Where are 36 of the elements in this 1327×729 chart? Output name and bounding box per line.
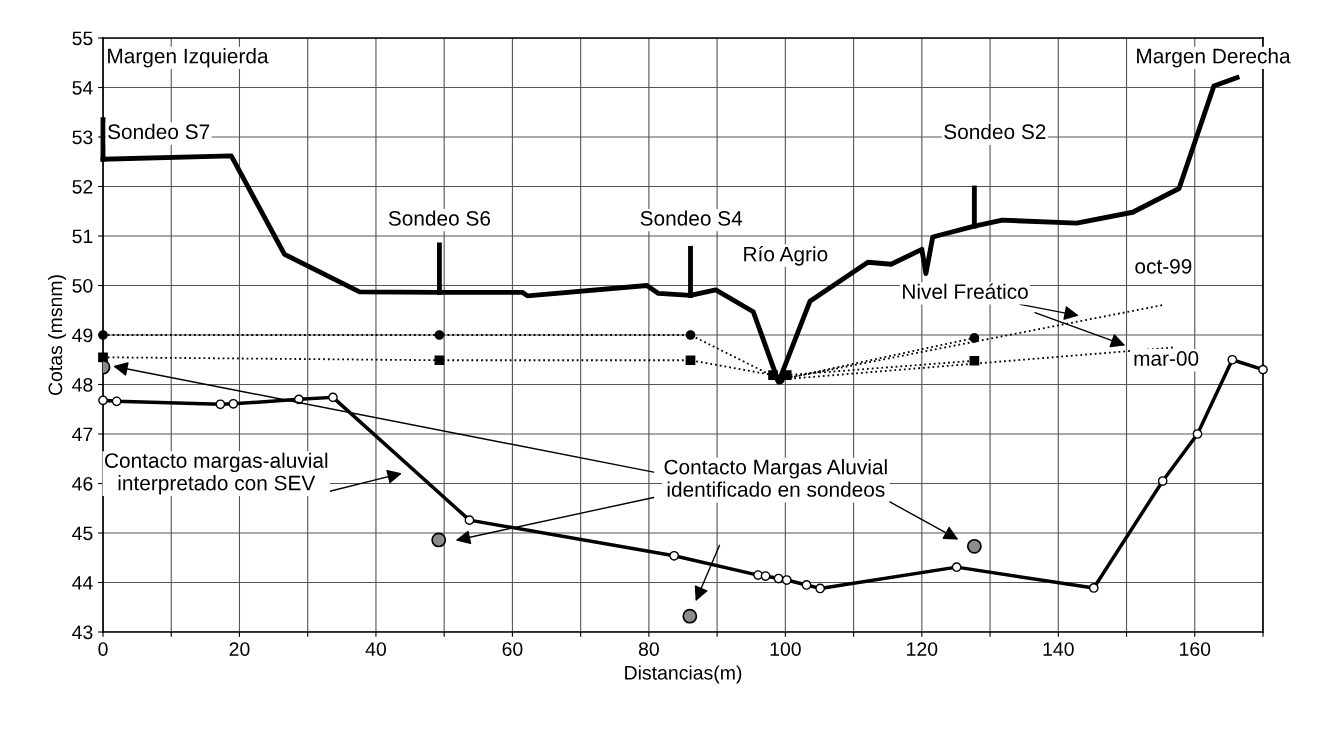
x-tick-label: 160 xyxy=(1180,642,1211,656)
x-tick-label: 100 xyxy=(770,642,801,656)
y-tick-label: 54 xyxy=(72,81,93,95)
annotation: Sondeo S2 xyxy=(944,123,1046,140)
x-tick-label: 40 xyxy=(365,642,386,656)
y-tick-label: 44 xyxy=(72,576,93,590)
y-tick-label: 53 xyxy=(72,130,93,145)
y-tick-label: 49 xyxy=(72,328,93,343)
annotation: Contacto margas-aluvial interpretado con SEV xyxy=(105,452,328,495)
x-tick-label: 140 xyxy=(1043,642,1074,656)
y-axis-title: Cotas (msnm) xyxy=(47,275,67,396)
x-tick-label: 0 xyxy=(98,642,108,656)
annotation: Sondeo S6 xyxy=(388,210,491,226)
y-tick-label: 50 xyxy=(72,278,93,293)
annotation: Sondeo S7 xyxy=(108,123,210,140)
y-tick-label: 43 xyxy=(72,625,93,640)
y-tick-label: 45 xyxy=(72,526,93,541)
x-tick-label: 120 xyxy=(907,642,938,656)
y-tick-label: 47 xyxy=(72,427,93,442)
annotation: Sondeo S4 xyxy=(640,210,743,226)
annotation: Margen Derecha xyxy=(1137,48,1291,68)
x-axis-title: Distancias(m) xyxy=(625,665,742,684)
x-tick-label: 20 xyxy=(229,642,250,656)
x-tick-label: 60 xyxy=(502,642,523,656)
y-tick-label: 52 xyxy=(72,179,93,194)
annotation: mar-00 xyxy=(1134,351,1199,366)
x-tick-label: 80 xyxy=(638,642,659,656)
y-tick-label: 46 xyxy=(72,476,93,491)
annotation: Contacto Margas Aluvial identificado en sondeos xyxy=(664,459,887,497)
y-tick-label: 48 xyxy=(72,377,93,392)
annotation: Nivel Freático xyxy=(903,283,1028,300)
annotation: Río Agrio xyxy=(744,245,828,266)
y-tick-label: 51 xyxy=(72,229,93,244)
annotation: oct-99 xyxy=(1135,259,1192,274)
annotation: Margen Izquierda xyxy=(108,48,269,68)
y-tick-label: 55 xyxy=(72,31,93,46)
